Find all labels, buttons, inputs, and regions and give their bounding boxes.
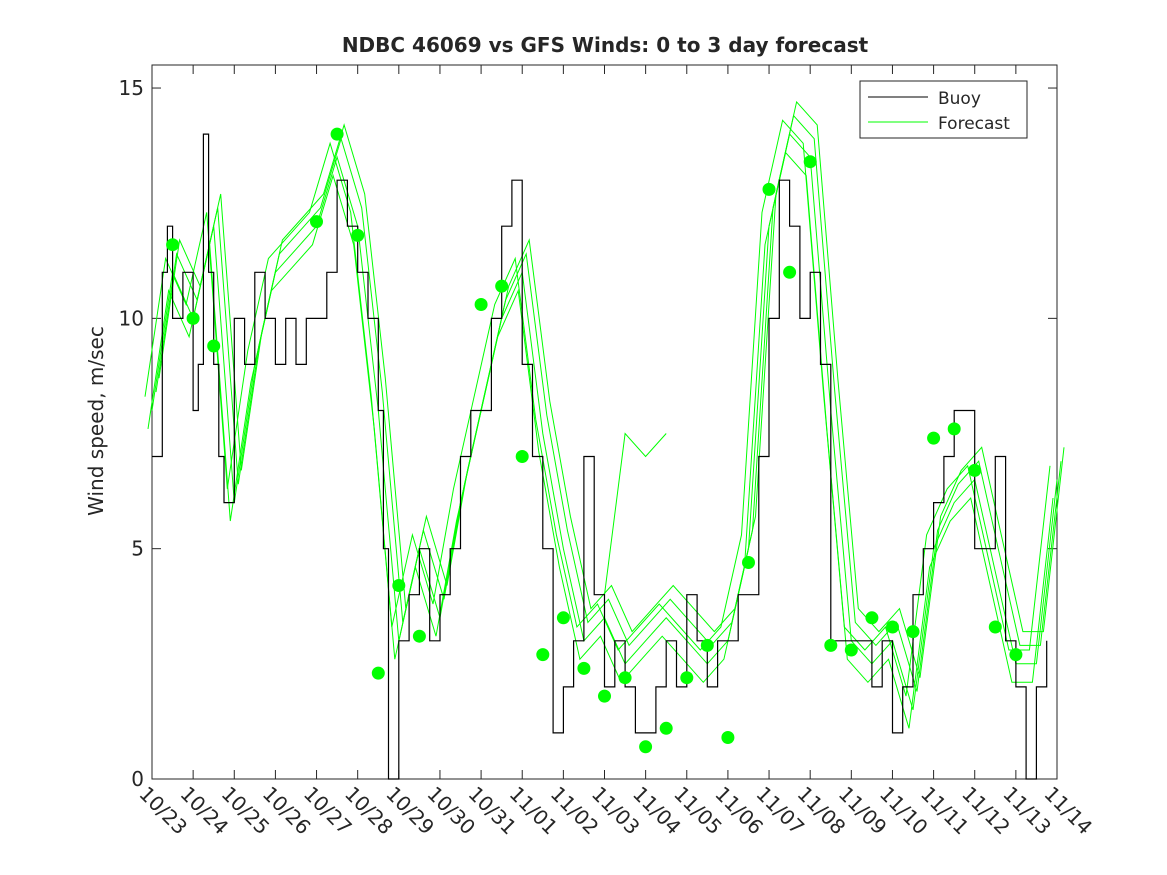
forecast-point-27	[844, 643, 858, 657]
forecast-point-7	[392, 579, 406, 592]
y-tick-label-3: 15	[119, 76, 144, 100]
forecast-point-31	[927, 431, 941, 445]
forecast-point-16	[618, 671, 632, 685]
forecast-point-26	[824, 638, 838, 652]
forecast-point-1	[186, 311, 200, 325]
y-tick-label-1: 5	[131, 537, 144, 561]
forecast-point-24	[783, 265, 797, 279]
forecast-point-19	[680, 671, 694, 685]
forecast-point-30	[906, 625, 920, 639]
y-axis: 0 5 10 15	[119, 76, 1057, 791]
forecast-line-4	[144, 119, 1051, 697]
forecast-point-10	[495, 279, 509, 293]
forecast-point-14	[577, 661, 591, 675]
forecast-point-23	[762, 182, 776, 196]
forecast-point-11	[515, 450, 529, 463]
forecast-point-8	[412, 629, 426, 643]
legend-forecast-label: Forecast	[938, 114, 1010, 134]
forecast-point-25	[803, 155, 817, 169]
forecast-point-18	[659, 721, 673, 735]
forecast-point-20	[700, 638, 714, 652]
forecast-point-28	[865, 611, 879, 625]
forecast-point-22	[742, 556, 755, 569]
legend-box	[859, 80, 1028, 139]
series-layer	[144, 100, 1065, 780]
forecast-line-extra	[604, 432, 667, 595]
y-axis-label: Wind speed, m/sec	[84, 326, 108, 516]
y-tick-label-2: 10	[119, 306, 144, 330]
buoy-line	[152, 133, 1048, 780]
forecast-point-21	[721, 731, 735, 744]
forecast-point-29	[886, 620, 899, 634]
forecast-point-6	[371, 666, 385, 680]
y-tick-label-0: 0	[131, 767, 144, 791]
chart-title: NDBC 46069 vs GFS Winds: 0 to 3 day fore…	[342, 33, 869, 57]
forecast-markers	[166, 127, 1023, 754]
forecast-point-35	[1009, 648, 1023, 662]
legend: Buoy Forecast	[859, 80, 1028, 139]
forecast-point-17	[639, 740, 653, 754]
legend-buoy-label: Buoy	[938, 89, 981, 109]
forecast-point-13	[556, 611, 570, 625]
forecast-point-15	[598, 689, 611, 703]
forecast-point-34	[988, 620, 1002, 634]
forecast-line-1	[155, 114, 1062, 692]
forecast-point-12	[536, 648, 550, 662]
forecast-point-5	[351, 228, 365, 242]
forecast-point-9	[474, 298, 488, 311]
forecast-point-4	[330, 127, 344, 141]
forecast-point-0	[166, 238, 180, 252]
forecast-point-32	[947, 422, 961, 436]
x-tick-label-22: 11/14	[1039, 782, 1097, 840]
forecast-point-33	[968, 463, 982, 477]
forecast-point-3	[310, 215, 323, 229]
forecast-point-2	[207, 339, 221, 353]
